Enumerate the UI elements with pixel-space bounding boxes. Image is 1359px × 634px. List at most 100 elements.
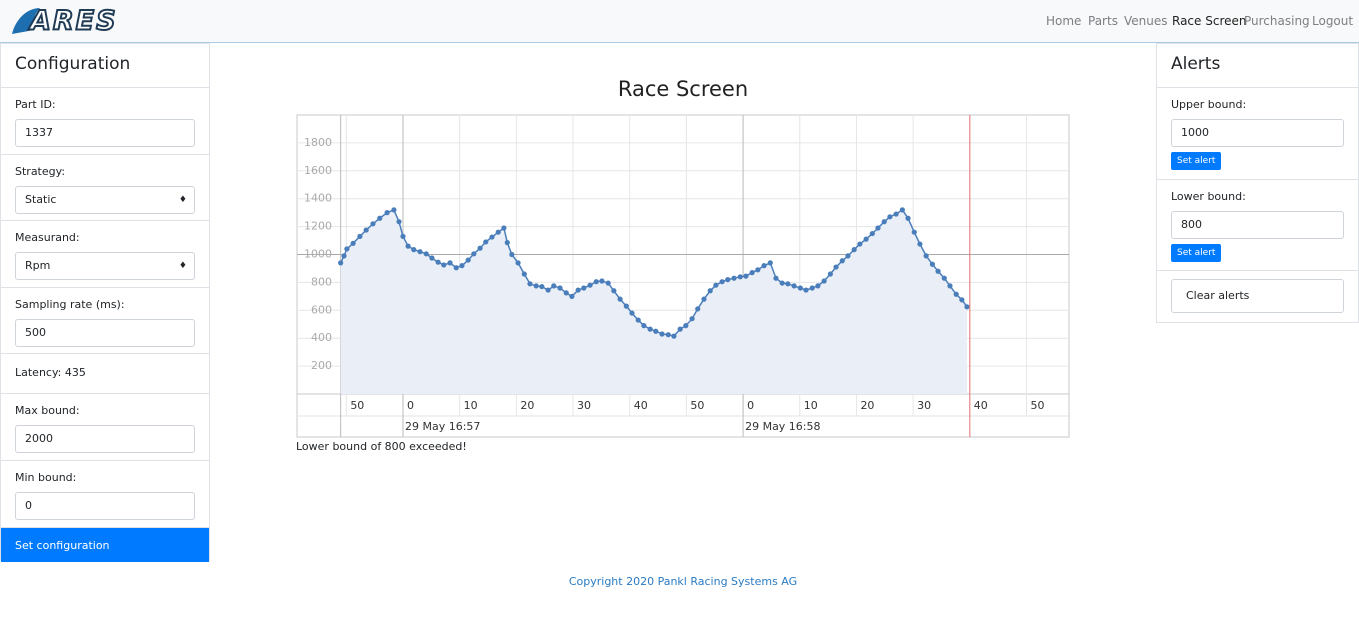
point [725, 277, 731, 283]
point [605, 280, 611, 286]
nav-link[interactable]: Race Screen [1172, 14, 1247, 28]
point [851, 247, 857, 253]
input[interactable]: 1000 [1171, 119, 1344, 147]
select[interactable]: Static [15, 186, 195, 214]
point [755, 267, 761, 273]
point [869, 230, 875, 237]
select[interactable]: Rpm [15, 252, 195, 280]
point [569, 293, 575, 299]
x-tick-label: 50 [350, 399, 364, 412]
nav-link[interactable]: Home [1046, 14, 1082, 28]
point [545, 287, 551, 293]
point [370, 221, 376, 227]
set-alert-button[interactable]: Set alert [1171, 244, 1222, 262]
point [527, 281, 533, 287]
point [815, 283, 821, 289]
point [629, 310, 635, 316]
point [833, 264, 839, 270]
point [489, 234, 495, 240]
point [504, 240, 510, 246]
input[interactable]: 0 [15, 492, 195, 520]
point [377, 215, 383, 221]
field-label: Max bound: [15, 404, 80, 417]
point [641, 323, 647, 329]
point [647, 326, 653, 332]
point [341, 253, 347, 259]
x-tick-label: 40 [974, 399, 988, 412]
panel-title: Configuration [1, 44, 209, 88]
point [563, 290, 569, 296]
x-date-label: 29 May 16:58 [745, 420, 820, 433]
set-config-button[interactable]: Set configuration [1, 528, 209, 562]
x-tick-label: 0 [407, 399, 414, 412]
point [429, 255, 435, 261]
point [743, 273, 749, 279]
alerts-panel: Alerts Upper bound: 1000 Set alert Lower b… [1156, 43, 1359, 323]
x-tick-label: 50 [1030, 399, 1044, 412]
point [575, 287, 581, 293]
footer: Copyright 2020 Pankl Racing Systems AG [568, 575, 798, 588]
y-tick-label: 600 [311, 303, 332, 316]
point [617, 296, 623, 302]
point [405, 243, 411, 249]
x-tick-label: 40 [634, 399, 648, 412]
point [384, 210, 390, 216]
point [923, 253, 929, 259]
y-tick-label: 800 [311, 275, 332, 288]
field: Min bound: 0 [1, 461, 209, 528]
point [863, 236, 869, 242]
clear-alerts-button[interactable]: Clear alerts [1171, 279, 1344, 313]
point [357, 233, 363, 239]
point [929, 261, 935, 267]
point [761, 263, 767, 269]
point [947, 283, 953, 289]
set-alert-button[interactable]: Set alert [1171, 152, 1222, 170]
point [695, 306, 701, 312]
input[interactable]: 2000 [15, 425, 195, 453]
field-label: Lower bound: [1171, 190, 1246, 203]
point [423, 251, 429, 257]
point [737, 274, 743, 280]
y-tick-label: 1800 [304, 136, 332, 149]
field: Sampling rate (ms): 500 [1, 288, 209, 354]
point [839, 258, 845, 264]
point [453, 265, 459, 271]
nav-link[interactable]: Venues [1124, 14, 1168, 28]
point [391, 207, 397, 213]
point [767, 260, 773, 266]
x-tick-label: 10 [804, 399, 818, 412]
input[interactable]: 500 [15, 319, 195, 347]
field-label: Part ID: [15, 98, 56, 111]
point [803, 287, 809, 293]
field-label: Sampling rate (ms): [15, 298, 125, 311]
point [935, 268, 941, 274]
point [899, 207, 905, 213]
point [599, 278, 605, 284]
x-tick-label: 30 [917, 399, 931, 412]
point [411, 247, 417, 253]
nav-link[interactable]: Parts [1088, 14, 1118, 28]
logo[interactable]: ARES [8, 0, 168, 43]
point [683, 323, 689, 329]
point [495, 229, 501, 235]
input[interactable]: 800 [1171, 211, 1344, 239]
point [665, 332, 671, 338]
point [701, 296, 707, 302]
x-tick-label: 20 [860, 399, 874, 412]
nav-link[interactable]: Logout [1312, 14, 1354, 28]
point [911, 229, 917, 235]
point [689, 316, 695, 322]
input[interactable]: 1337 [15, 119, 195, 147]
field: Max bound: 2000 [1, 394, 209, 461]
point [713, 282, 719, 288]
point [881, 219, 887, 225]
point [941, 275, 947, 281]
area [340, 209, 968, 394]
nav-link[interactable]: Purchasing [1244, 14, 1310, 28]
point [809, 285, 815, 291]
clear-wrap: Clear alerts [1157, 271, 1358, 321]
point [677, 326, 683, 332]
